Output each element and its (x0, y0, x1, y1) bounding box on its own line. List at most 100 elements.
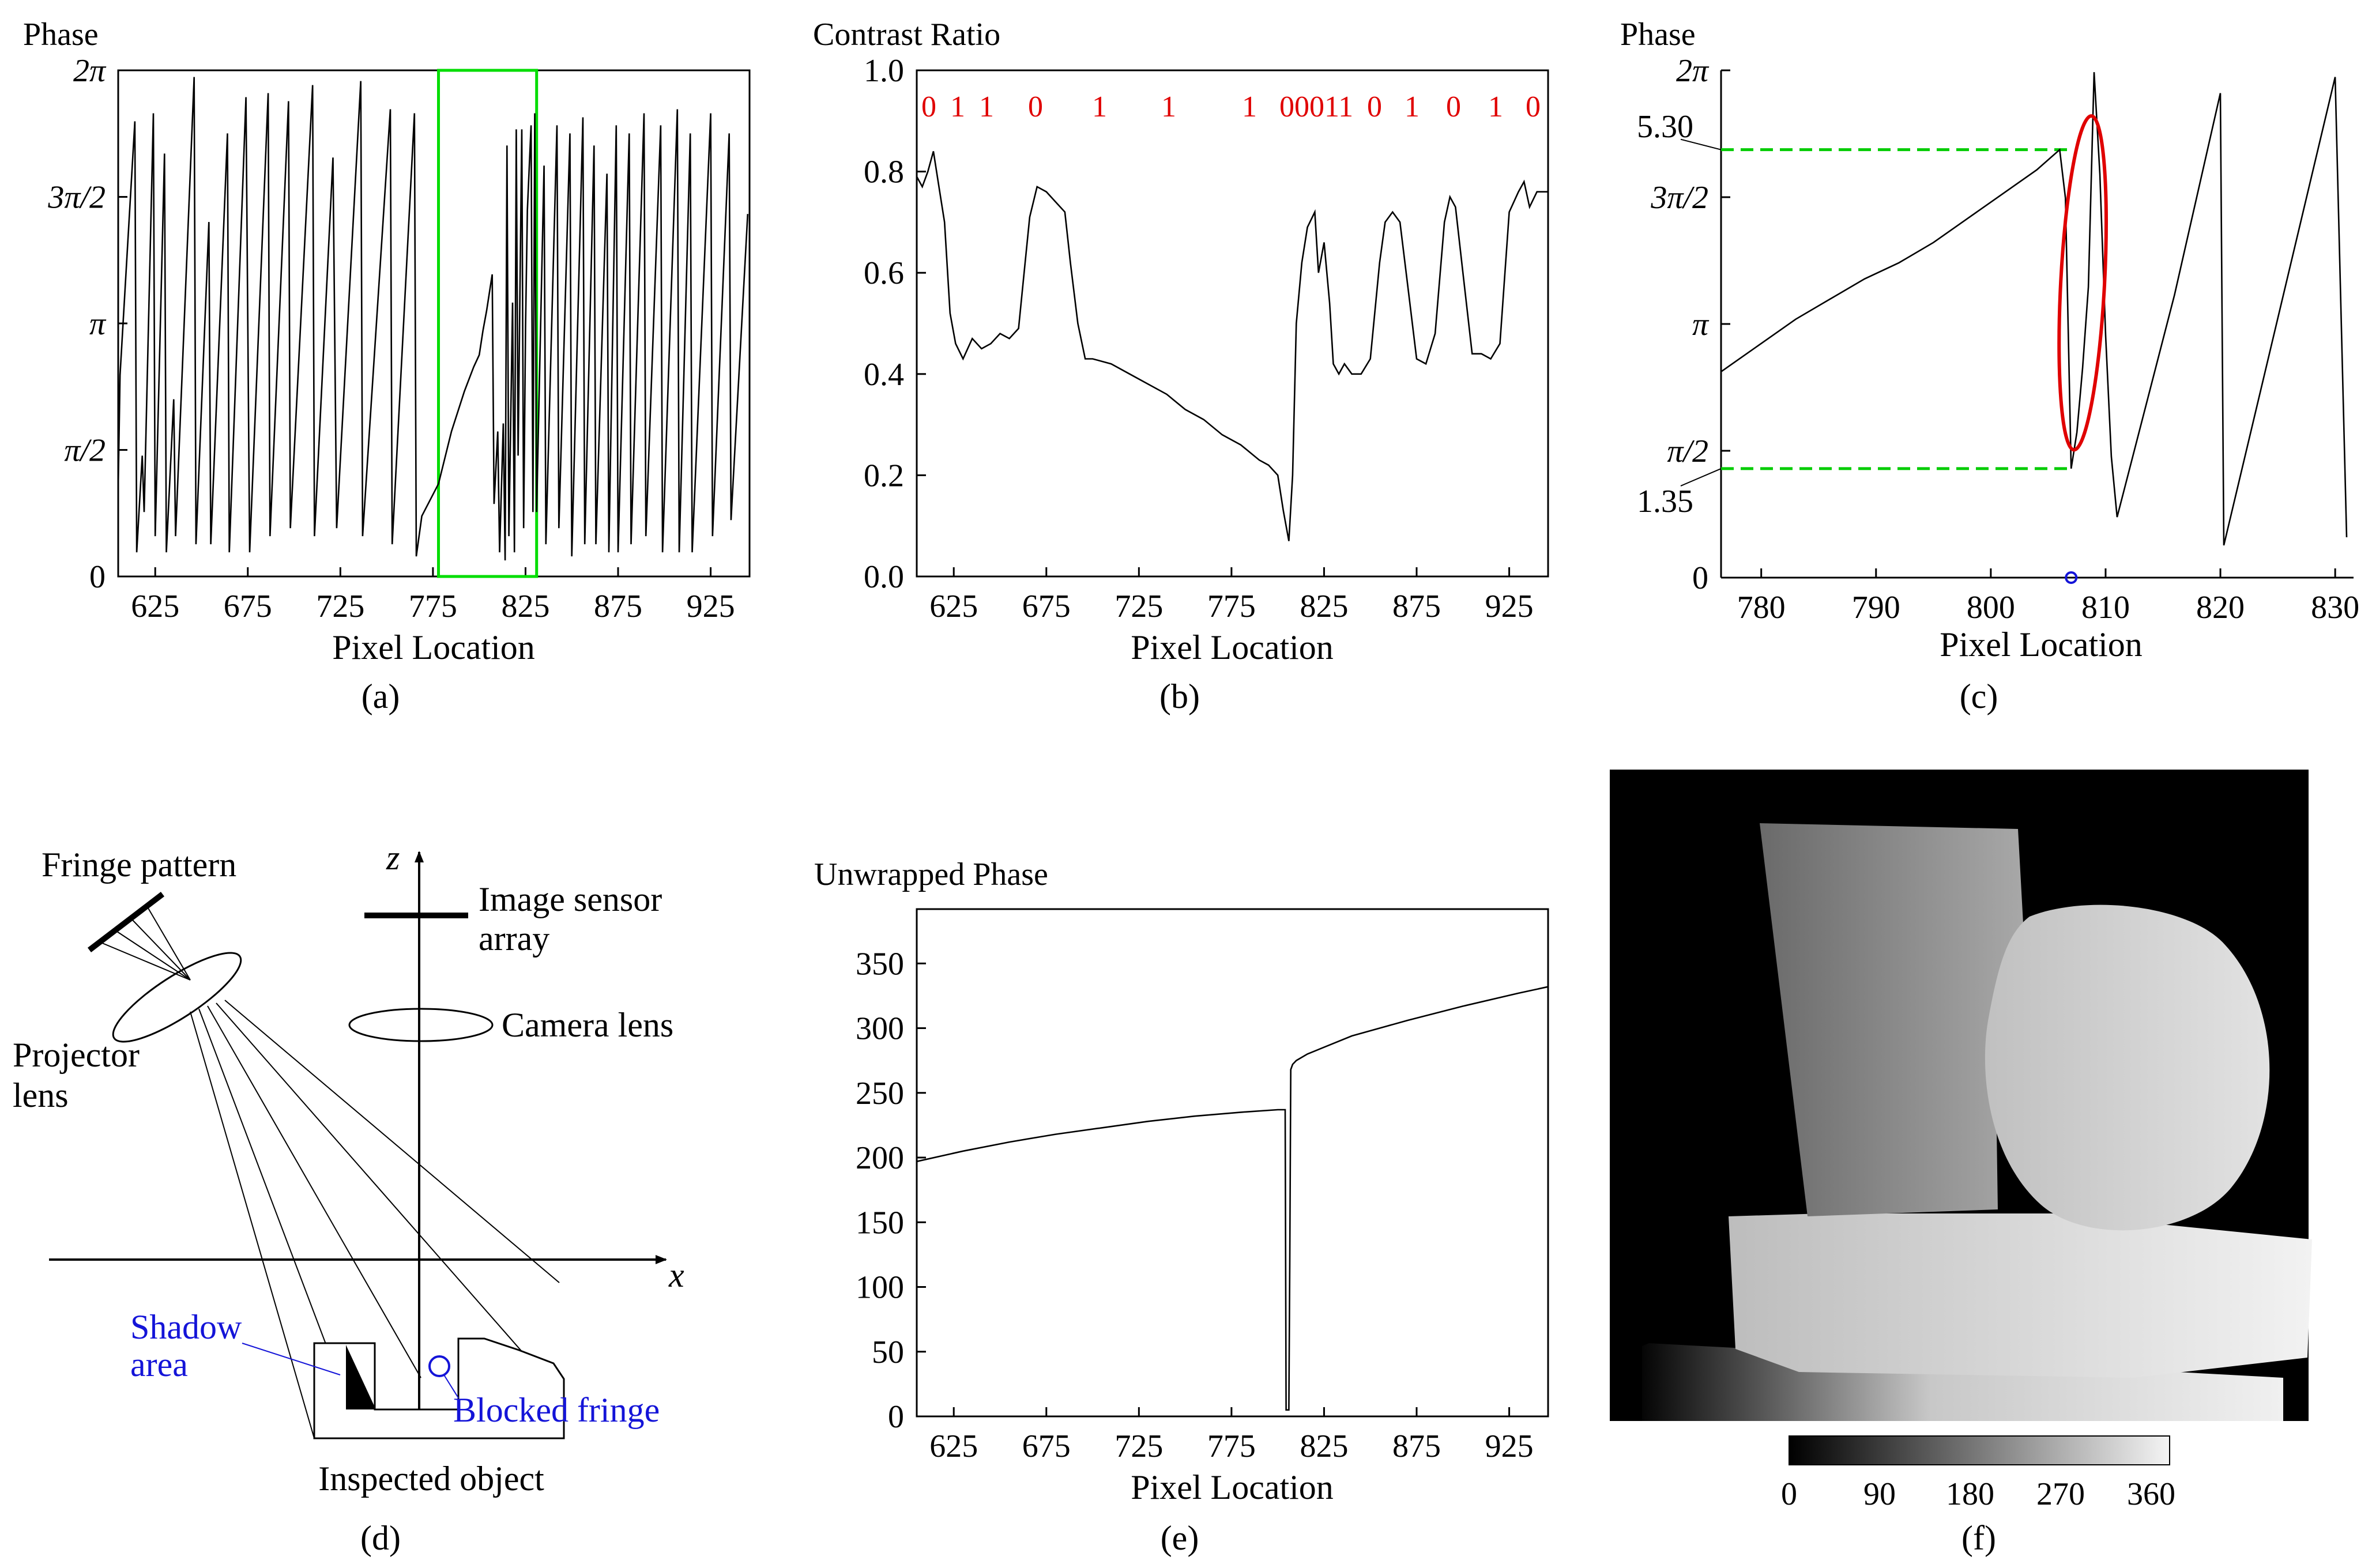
x-tick-label: 675 (1022, 1428, 1071, 1464)
x-tick-label: 925 (1485, 589, 1534, 624)
colorbar-tick-label: 180 (1946, 1476, 1994, 1512)
fringe-to-lens-rays (100, 906, 191, 981)
y-tick-label: 0.0 (864, 559, 904, 595)
x-tick-label: 625 (131, 589, 179, 624)
y-tick-label: 3π/2 (1650, 180, 1708, 216)
x-tick-label: 825 (1300, 589, 1348, 624)
panel-c-pixel-marker (2065, 571, 2078, 584)
y-tick-label: π (1692, 307, 1710, 342)
inspected-object (313, 1337, 565, 1439)
panel-f: 0 90 180 270 360 (f) (1610, 770, 2312, 1557)
y-tick-label: π/2 (64, 432, 106, 468)
panel-c-ticks: 780 790 800 810 820 830 0 π/2 π 3π/2 2π (1650, 53, 2359, 625)
panel-a-caption: (a) (362, 677, 400, 715)
x-tick-label: 775 (1207, 589, 1256, 624)
camera-lens-label: Camera lens (502, 1006, 673, 1044)
bit-label: 1 (1092, 91, 1107, 123)
panel-b-ticks: 625 675 725 775 825 875 925 0.0 0.2 0.4 0.6 0.8 1.0 (864, 53, 1534, 624)
y-tick-label: π/2 (1667, 434, 1708, 469)
panel-c-mark-high: 5.30 (1637, 109, 1693, 145)
shadow-area-label-1: Shadow (130, 1308, 242, 1346)
x-tick-label: 725 (1115, 589, 1163, 624)
panel-d-caption: (d) (360, 1519, 401, 1557)
inspected-object-label: Inspected object (318, 1460, 544, 1498)
blocked-fringe-marker (428, 1355, 450, 1377)
panel-a-xlabel: Pixel Location (332, 628, 535, 666)
panel-e-xlabel: Pixel Location (1131, 1468, 1334, 1506)
y-tick-label: 300 (856, 1011, 904, 1047)
y-tick-label: 0.2 (864, 458, 904, 493)
y-tick-label: 150 (856, 1205, 904, 1241)
x-tick-label: 775 (409, 589, 457, 624)
panel-e-title: Unwrapped Phase (814, 857, 1048, 892)
y-tick-label: 2π (73, 53, 107, 89)
panel-c-caption: (c) (1960, 677, 1998, 715)
y-tick-label: 50 (872, 1335, 904, 1370)
y-tick-label: 0.6 (864, 255, 904, 291)
camera-lens (348, 1008, 494, 1042)
x-tick-label: 625 (929, 1428, 978, 1464)
x-tick-label: 825 (501, 589, 549, 624)
bit-label: 1 (979, 91, 994, 123)
y-tick-label: 2π (1676, 53, 1710, 89)
image-sensor-label-2: array (479, 919, 549, 958)
panel-b: Contrast Ratio 625 675 725 775 825 875 925 0.0 0… (813, 17, 1549, 715)
panel-c-phase-line (1720, 72, 2348, 546)
panel-c-xlabel: Pixel Location (1940, 625, 2143, 664)
panel-a-ticks: 625 675 725 775 825 875 925 0 π/2 π 3π/2 2π (47, 53, 735, 624)
blocked-fringe-leader (443, 1374, 459, 1399)
y-tick-label: 1.0 (864, 53, 904, 89)
colorbar-tick-label: 90 (1863, 1476, 1896, 1512)
panel-e-unwrapped-line (916, 986, 1549, 1411)
x-tick-label: 925 (687, 589, 735, 624)
x-tick-label: 725 (316, 589, 364, 624)
x-tick-label: 875 (1392, 589, 1441, 624)
panel-e-ticks: 625 675 725 775 825 875 925 0 50 100 150 200 250 300 3… (856, 946, 1534, 1464)
bit-label: 1 (1405, 91, 1420, 123)
bit-label: 00011 (1279, 91, 1353, 123)
y-tick-label: 0.4 (864, 357, 904, 393)
x-tick-label: 780 (1737, 590, 1786, 625)
panel-a-highlight-box (437, 69, 539, 578)
fringe-pattern-label: Fringe pattern (42, 846, 236, 884)
colorbar-ticks: 0 90 180 270 360 (1781, 1476, 2175, 1512)
x-axis-label: x (668, 1256, 684, 1294)
y-tick-label: 250 (856, 1076, 904, 1111)
panel-b-frame (916, 69, 1549, 578)
depth-map-cup (1760, 823, 2024, 1216)
x-tick-label: 775 (1207, 1428, 1256, 1464)
bit-label: 1 (1488, 91, 1503, 123)
bit-label: 0 (1367, 91, 1382, 123)
x-tick-label: 875 (1392, 1428, 1441, 1464)
panel-c-jump-ellipse (2057, 114, 2109, 452)
bit-label: 0 (1526, 91, 1541, 123)
blocked-fringe-label: Blocked fringe (453, 1391, 660, 1429)
x-tick-label: 820 (2196, 590, 2245, 625)
z-axis-label: z (386, 839, 400, 877)
panel-e-frame (916, 908, 1549, 1418)
x-tick-label: 675 (224, 589, 272, 624)
projector-lens (112, 952, 242, 1043)
panel-d: x z Image sensor array Camera lens Fring… (13, 839, 684, 1557)
colorbar (1789, 1435, 2170, 1465)
bit-label: 1 (1161, 91, 1176, 123)
projector-lens-label-1: Projector (13, 1036, 140, 1074)
bit-label: 0 (1446, 91, 1461, 123)
y-tick-label: 0 (888, 1399, 904, 1435)
panel-e: Unwrapped Phase 625 675 725 775 825 875 925 0 50… (814, 857, 1549, 1557)
panel-c-title: Phase (1620, 17, 1696, 52)
y-tick-label: 3π/2 (47, 180, 106, 216)
depth-map-box (1729, 1213, 2312, 1378)
panel-a-title: Phase (23, 17, 99, 52)
y-tick-label: 0.8 (864, 154, 904, 190)
x-tick-label: 825 (1300, 1428, 1348, 1464)
panel-b-title: Contrast Ratio (813, 17, 1000, 52)
depth-map-ball (1985, 904, 2270, 1231)
panel-b-contrast-line (916, 151, 1548, 541)
bit-label: 1 (1242, 91, 1257, 123)
x-tick-label: 675 (1022, 589, 1071, 624)
bit-label: 0 (921, 91, 936, 123)
panel-b-caption: (b) (1159, 677, 1200, 715)
y-tick-label: 100 (856, 1270, 904, 1306)
